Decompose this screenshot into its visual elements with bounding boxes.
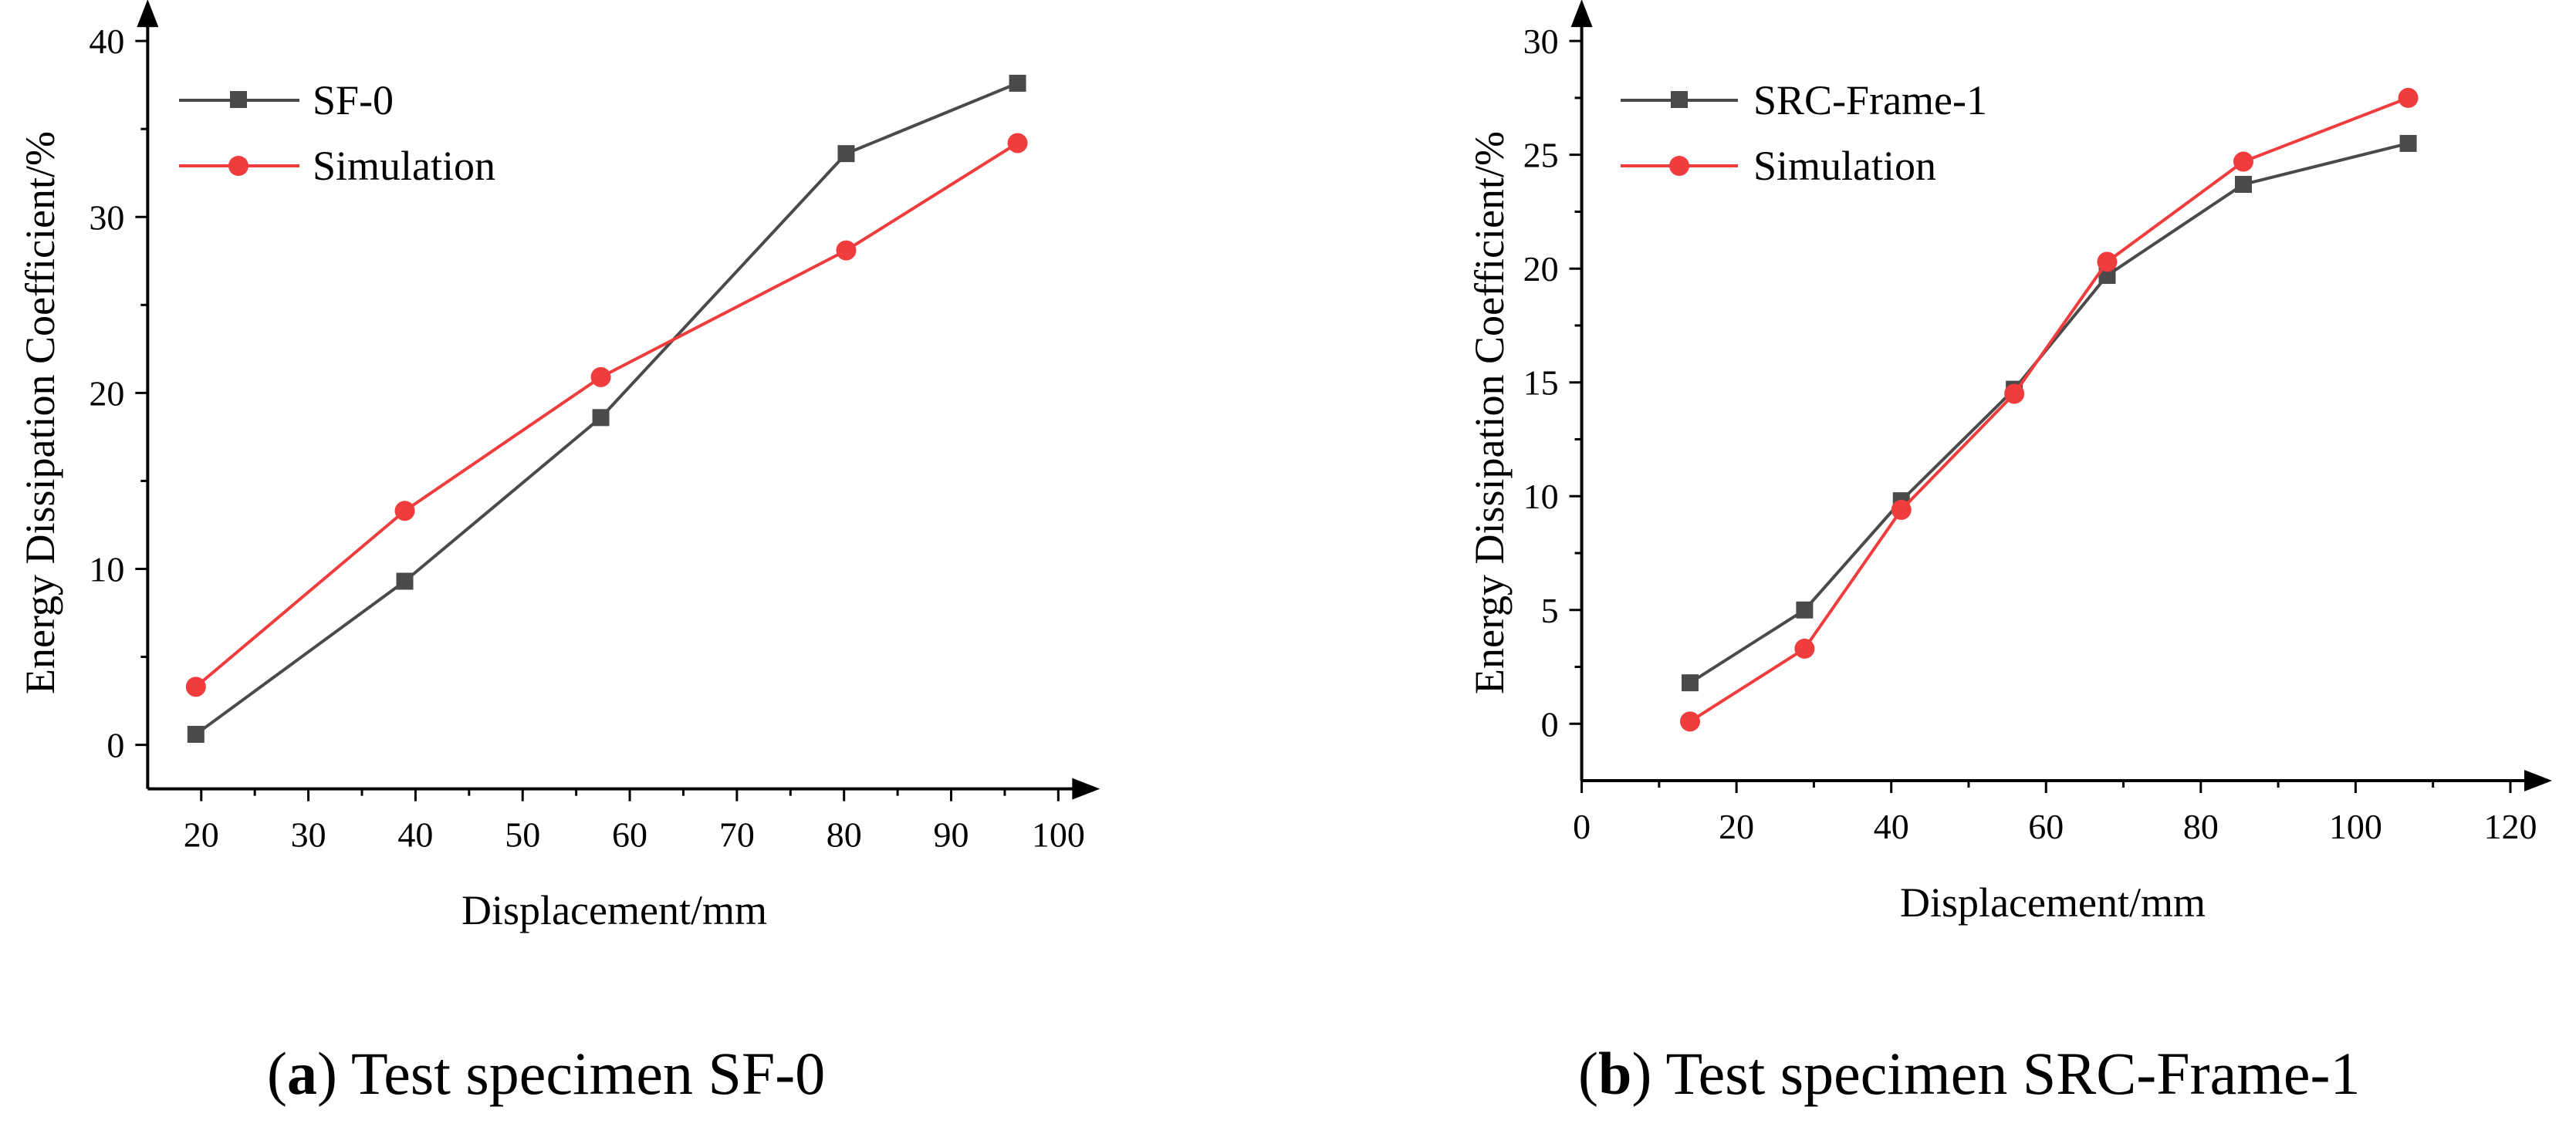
- chart-b-series-line-simulation: [1689, 96, 2409, 724]
- chart-b: 0 20 40 60 80 100 120 0 5 10 15 20 25 30 Displacement…: [1466, 0, 2552, 926]
- caption-b-text: Test specimen SRC-Frame-1: [1651, 1040, 2360, 1107]
- chart-b-y-tick-label: 10: [1523, 477, 1559, 516]
- chart-a-point-simulation: [394, 501, 415, 521]
- chart-a-y-axis-arrow: [137, 0, 159, 28]
- chart-a-point-simulation: [836, 240, 857, 261]
- chart-b-x-tick-label: 0: [1573, 807, 1591, 846]
- chart-a-legend: SF-0 Simulation: [179, 77, 495, 189]
- chart-b-x-tick-label: 40: [1874, 807, 1909, 846]
- chart-b-x-axis-arrow: [2524, 770, 2552, 792]
- chart-a-x-tick-label: 100: [1032, 815, 1085, 855]
- chart-b-point-src-frame-1: [1796, 601, 1814, 619]
- chart-a-point-simulation: [1007, 133, 1028, 154]
- chart-a-x-tick-label: 40: [397, 815, 433, 855]
- chart-a-y-tick-label: 0: [106, 726, 124, 765]
- chart-a-point-sf-0: [396, 572, 414, 590]
- chart-a-legend-marker-simulation: [228, 156, 248, 176]
- chart-a-x-axis-arrow: [1072, 778, 1100, 800]
- chart-a: 20 30 40 50 60 70 80 90 100 0 10 20 30 40 Displacemen…: [17, 0, 1100, 933]
- chart-a-x-tick-label: 60: [612, 815, 647, 855]
- chart-a-legend-label-simulation: Simulation: [313, 143, 495, 189]
- chart-a-y-tick-label: 20: [89, 373, 124, 413]
- chart-a-y-tick-label: 10: [89, 550, 124, 589]
- chart-a-x-tick-label: 50: [505, 815, 540, 855]
- chart-b-legend: SRC-Frame-1 Simulation: [1621, 77, 1987, 189]
- chart-b-legend-label-simulation: Simulation: [1753, 143, 1936, 189]
- chart-a-point-sf-0: [592, 409, 610, 427]
- chart-a-x-axis-title: Displacement/mm: [461, 887, 767, 933]
- chart-b-x-tick-label: 60: [2028, 807, 2064, 846]
- caption-b-letter: b: [1598, 1040, 1631, 1107]
- caption-a-close: ): [317, 1040, 337, 1107]
- chart-a-marks: [185, 74, 1028, 743]
- chart-b-x-tick-label: 120: [2483, 807, 2537, 846]
- chart-b-x-tick-label: 80: [2183, 807, 2219, 846]
- chart-b-marks: [1679, 87, 2419, 732]
- chart-a-point-simulation: [185, 677, 206, 697]
- caption-b-open: (: [1578, 1040, 1598, 1107]
- chart-a-x-tick-label: 70: [719, 815, 755, 855]
- chart-b-point-src-frame-1: [1681, 674, 1699, 692]
- chart-a-legend-item-simulation: Simulation: [179, 143, 495, 189]
- chart-b-point-src-frame-1: [2098, 267, 2116, 285]
- chart-b-y-tick-label: 25: [1523, 136, 1559, 175]
- chart-a-y-tick-label: 40: [89, 22, 124, 61]
- chart-b-point-simulation: [2004, 383, 2025, 404]
- chart-b-y-tick-label: 0: [1541, 704, 1559, 744]
- chart-b-x-axis-title: Displacement/mm: [1900, 879, 2206, 926]
- chart-a-legend-item-sf-0: SF-0: [179, 77, 394, 123]
- chart-a-point-simulation: [590, 366, 611, 387]
- chart-a-legend-label-sf-0: SF-0: [313, 77, 394, 123]
- chart-a-axes: 20 30 40 50 60 70 80 90 100 0 10 20 30 40: [89, 0, 1100, 855]
- chart-a-x-tick-label: 20: [184, 815, 219, 855]
- chart-b-y-axis-arrow: [1570, 0, 1593, 28]
- caption-a: (a) Test specimen SF-0: [267, 1040, 825, 1107]
- chart-b-point-simulation: [2233, 151, 2253, 172]
- chart-b-legend-marker-src-frame-1: [1671, 91, 1688, 108]
- chart-a-x-tick-label: 80: [827, 815, 862, 855]
- chart-b-x-tick-label: 20: [1719, 807, 1754, 846]
- chart-a-x-tick-label: 30: [291, 815, 326, 855]
- chart-b-legend-item-src-frame-1: SRC-Frame-1: [1621, 77, 1987, 123]
- chart-b-x-tick-label: 100: [2329, 807, 2382, 846]
- chart-a-point-sf-0: [1009, 74, 1026, 92]
- chart-a-point-sf-0: [837, 145, 855, 163]
- chart-b-axes: 0 20 40 60 80 100 120 0 5 10 15 20 25 30: [1523, 0, 2552, 846]
- chart-b-point-simulation: [1794, 638, 1815, 659]
- chart-b-point-src-frame-1: [2234, 176, 2252, 194]
- chart-a-y-tick-label: 30: [89, 197, 124, 237]
- chart-a-legend-marker-sf-0: [230, 91, 247, 108]
- chart-b-point-simulation: [1891, 499, 1912, 520]
- caption-b: (b) Test specimen SRC-Frame-1: [1578, 1040, 2361, 1107]
- chart-a-point-sf-0: [187, 725, 205, 743]
- chart-a-x-tick-label: 90: [934, 815, 969, 855]
- chart-b-legend-label-src-frame-1: SRC-Frame-1: [1753, 77, 1987, 123]
- caption-a-open: (: [267, 1040, 287, 1107]
- caption-a-letter: a: [287, 1040, 317, 1107]
- chart-a-y-axis-title: Energy Dissipation Coefficient/%: [17, 131, 63, 694]
- caption-b-close: ): [1631, 1040, 1651, 1107]
- caption-a-text: Test specimen SF-0: [337, 1040, 825, 1107]
- chart-b-y-axis-title: Energy Dissipation Coefficient/%: [1466, 131, 1513, 694]
- chart-b-point-simulation: [1679, 711, 1700, 732]
- chart-b-legend-marker-simulation: [1669, 156, 1689, 176]
- chart-b-point-src-frame-1: [2399, 134, 2417, 152]
- chart-b-y-tick-label: 15: [1523, 363, 1559, 403]
- chart-b-legend-item-simulation: Simulation: [1621, 143, 1936, 189]
- chart-b-y-tick-label: 20: [1523, 249, 1559, 288]
- chart-b-y-tick-label: 30: [1523, 22, 1559, 61]
- chart-b-point-simulation: [2097, 251, 2118, 272]
- chart-b-point-simulation: [2398, 87, 2419, 108]
- chart-b-y-tick-label: 5: [1541, 591, 1559, 630]
